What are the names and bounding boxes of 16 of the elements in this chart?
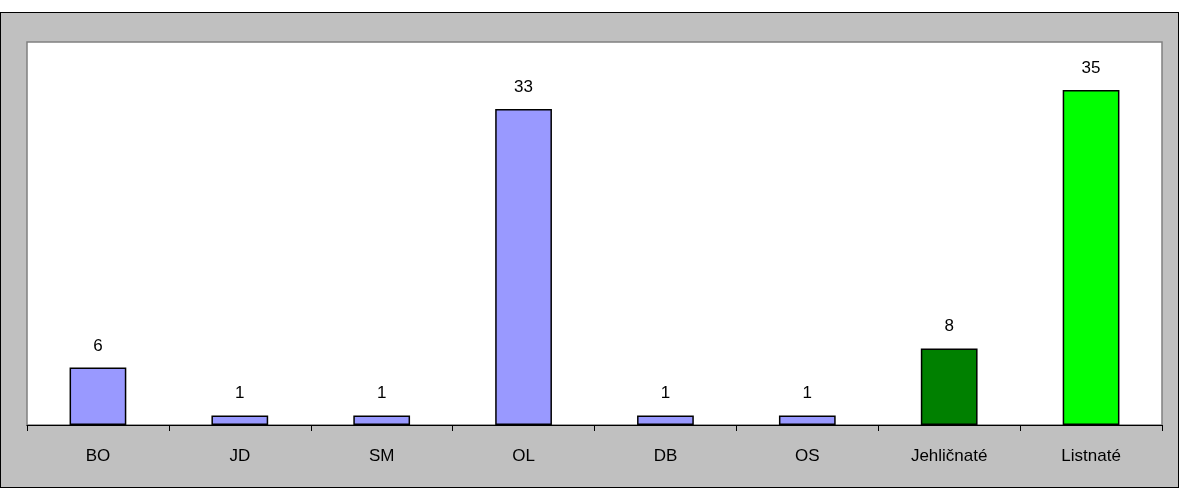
data-label: 8 [944,316,954,336]
x-tick-label: SM [368,446,395,465]
x-tick-label: Listnaté [1061,446,1121,465]
data-label: 1 [660,383,671,403]
x-tick-label: BO [85,446,111,465]
data-label: 1 [376,383,387,403]
data-label: 6 [93,335,103,355]
x-tick-label: JD [229,446,251,465]
x-tick-label: OL [512,446,535,465]
data-label: 33 [514,77,534,97]
x-tick-label: OS [795,446,820,465]
x-tick-label: DB [653,446,678,465]
data-label: 1 [802,383,813,403]
data-label: 35 [1081,57,1101,77]
x-tick-label: Jehličnaté [910,446,988,465]
data-label: 1 [235,383,245,403]
